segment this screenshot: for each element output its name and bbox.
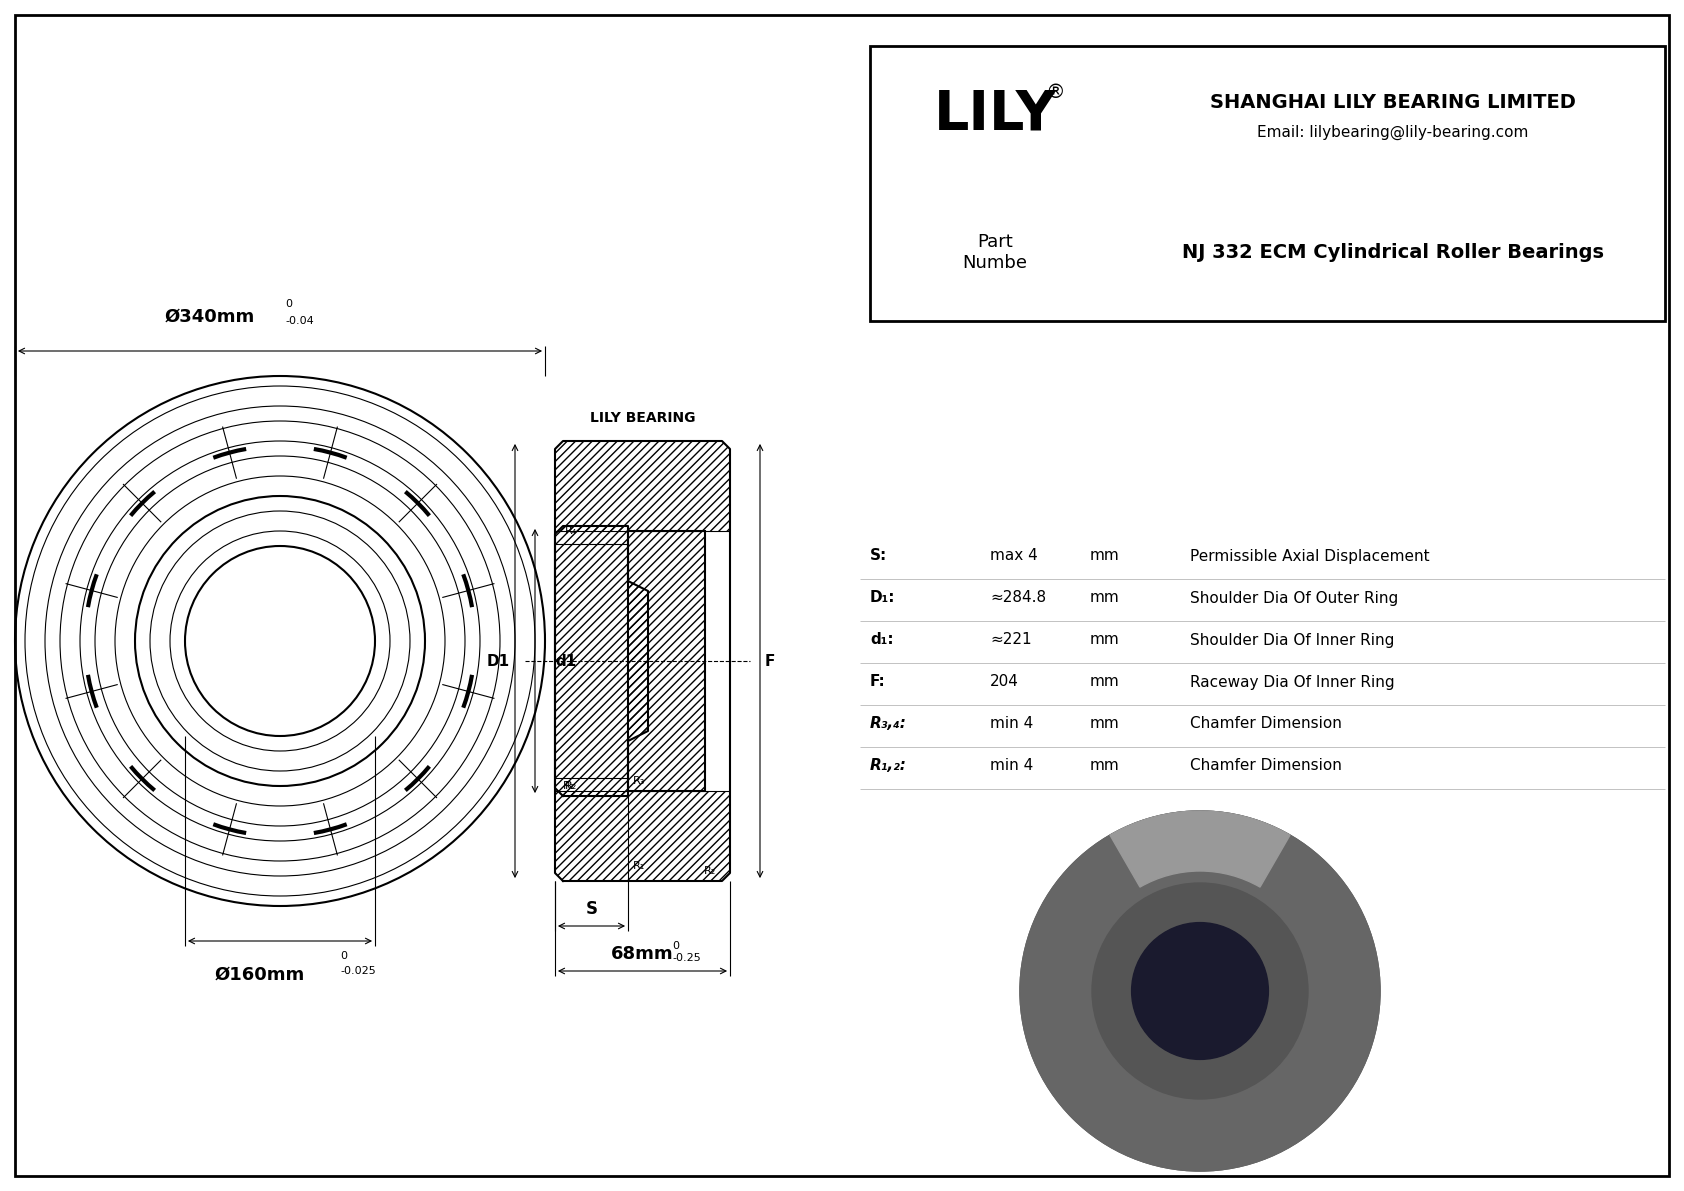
Text: ≈221: ≈221 bbox=[990, 632, 1032, 648]
Circle shape bbox=[1021, 811, 1379, 1171]
Circle shape bbox=[1132, 923, 1268, 1060]
Text: mm: mm bbox=[1090, 591, 1120, 605]
Text: SHANGHAI LILY BEARING LIMITED: SHANGHAI LILY BEARING LIMITED bbox=[1209, 93, 1576, 112]
Text: D₁:: D₁: bbox=[871, 591, 896, 605]
Text: mm: mm bbox=[1090, 549, 1120, 563]
Text: LILY: LILY bbox=[933, 88, 1056, 142]
Text: F: F bbox=[765, 654, 775, 668]
Text: R₄: R₄ bbox=[566, 526, 578, 536]
Text: 204: 204 bbox=[990, 674, 1019, 690]
Ellipse shape bbox=[1037, 871, 1362, 1111]
Text: ®: ® bbox=[1046, 83, 1064, 102]
Text: mm: mm bbox=[1090, 674, 1120, 690]
Text: max 4: max 4 bbox=[990, 549, 1037, 563]
Text: 0: 0 bbox=[340, 950, 347, 961]
Text: min 4: min 4 bbox=[990, 759, 1034, 773]
Text: Ø340mm: Ø340mm bbox=[165, 308, 254, 326]
Text: NJ 332 ECM Cylindrical Roller Bearings: NJ 332 ECM Cylindrical Roller Bearings bbox=[1182, 243, 1603, 262]
Text: Chamfer Dimension: Chamfer Dimension bbox=[1191, 759, 1342, 773]
Text: d1: d1 bbox=[556, 654, 576, 668]
Text: mm: mm bbox=[1090, 759, 1120, 773]
Circle shape bbox=[1132, 923, 1268, 1060]
Text: Raceway Dia Of Inner Ring: Raceway Dia Of Inner Ring bbox=[1191, 674, 1394, 690]
Text: d₁:: d₁: bbox=[871, 632, 894, 648]
Text: Chamfer Dimension: Chamfer Dimension bbox=[1191, 717, 1342, 731]
Text: Permissible Axial Displacement: Permissible Axial Displacement bbox=[1191, 549, 1430, 563]
Text: -0.25: -0.25 bbox=[672, 953, 701, 964]
Text: -0.04: -0.04 bbox=[285, 316, 313, 326]
Text: min 4: min 4 bbox=[990, 717, 1034, 731]
Text: F:: F: bbox=[871, 674, 886, 690]
Bar bbox=[628, 531, 706, 791]
Text: mm: mm bbox=[1090, 717, 1120, 731]
Text: 0: 0 bbox=[285, 299, 291, 308]
Wedge shape bbox=[1091, 883, 1308, 1099]
Text: R₁: R₁ bbox=[562, 781, 576, 791]
Text: ≈284.8: ≈284.8 bbox=[990, 591, 1046, 605]
Text: R₁,₂:: R₁,₂: bbox=[871, 759, 908, 773]
Text: R₃: R₃ bbox=[633, 777, 645, 786]
Text: R₂: R₂ bbox=[704, 866, 716, 877]
Text: Shoulder Dia Of Outer Ring: Shoulder Dia Of Outer Ring bbox=[1191, 591, 1398, 605]
Text: 68mm: 68mm bbox=[611, 944, 674, 964]
Text: R₂: R₂ bbox=[566, 781, 578, 791]
Wedge shape bbox=[1110, 811, 1290, 887]
Text: S:: S: bbox=[871, 549, 887, 563]
Bar bbox=[871, 46, 1665, 322]
Text: LILY BEARING: LILY BEARING bbox=[589, 411, 695, 425]
Text: D1: D1 bbox=[487, 654, 510, 668]
Text: Ø160mm: Ø160mm bbox=[216, 966, 305, 984]
Text: Part
Numbe: Part Numbe bbox=[963, 233, 1027, 272]
Text: -0.025: -0.025 bbox=[340, 966, 376, 975]
Text: Email: lilybearing@lily-bearing.com: Email: lilybearing@lily-bearing.com bbox=[1256, 125, 1527, 141]
Text: mm: mm bbox=[1090, 632, 1120, 648]
Text: Shoulder Dia Of Inner Ring: Shoulder Dia Of Inner Ring bbox=[1191, 632, 1394, 648]
Circle shape bbox=[1021, 811, 1379, 1171]
Bar bbox=[628, 531, 706, 791]
Text: R₁: R₁ bbox=[633, 861, 645, 871]
Text: S: S bbox=[586, 900, 598, 918]
Text: 0: 0 bbox=[672, 941, 680, 950]
Text: R₃,₄:: R₃,₄: bbox=[871, 717, 908, 731]
